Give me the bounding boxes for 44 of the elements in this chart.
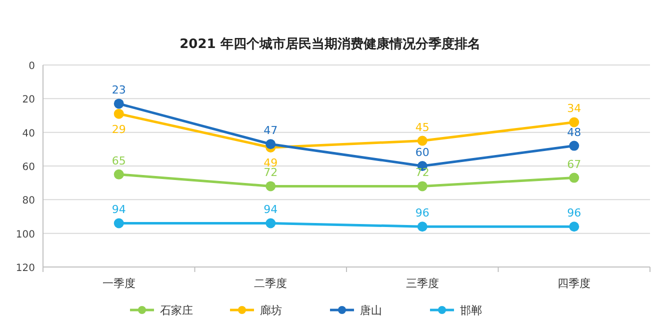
y-tick-label: 40 xyxy=(22,128,35,140)
data-label: 45 xyxy=(415,120,430,134)
chart-title: 2021 年四个城市居民当期消费健康情况分季度排名 xyxy=(180,36,480,52)
legend-label: 廊坊 xyxy=(260,304,282,317)
x-tick-label: 二季度 xyxy=(254,277,288,290)
point xyxy=(266,218,276,228)
x-tick-label: 一季度 xyxy=(102,277,136,290)
data-label: 72 xyxy=(415,166,430,180)
data-label: 60 xyxy=(415,146,430,159)
point xyxy=(266,181,276,192)
point xyxy=(417,222,428,232)
data-label: 94 xyxy=(264,203,278,216)
y-tick-label: 120 xyxy=(16,263,35,274)
data-label: 23 xyxy=(112,84,126,97)
y-tick-label: 100 xyxy=(16,229,35,240)
data-label: 65 xyxy=(112,154,126,168)
data-label: 48 xyxy=(567,126,582,139)
data-label: 29 xyxy=(112,122,126,136)
y-tick-label: 0 xyxy=(28,61,35,72)
legend-label: 邯郸 xyxy=(460,304,482,317)
point xyxy=(417,181,428,192)
y-tick-label: 80 xyxy=(22,196,35,207)
data-label: 47 xyxy=(264,124,278,138)
y-tick-label: 60 xyxy=(22,162,35,173)
data-label: 67 xyxy=(567,158,582,171)
point xyxy=(569,222,580,232)
point xyxy=(417,136,428,146)
data-label: 34 xyxy=(567,102,582,116)
point xyxy=(114,218,124,228)
point xyxy=(569,140,580,151)
y-tick-label: 20 xyxy=(22,94,35,106)
point xyxy=(266,139,276,150)
point xyxy=(569,172,580,183)
legend-label: 唐山 xyxy=(360,304,382,317)
data-label: 96 xyxy=(415,206,430,220)
data-label: 94 xyxy=(112,203,126,216)
x-tick-label: 三季度 xyxy=(406,277,439,290)
legend-label: 石家庄 xyxy=(160,304,193,317)
point xyxy=(114,108,124,119)
point xyxy=(114,169,124,180)
point xyxy=(569,117,580,128)
data-label: 96 xyxy=(567,206,582,220)
point xyxy=(114,98,124,109)
x-tick-label: 四季度 xyxy=(558,277,591,290)
